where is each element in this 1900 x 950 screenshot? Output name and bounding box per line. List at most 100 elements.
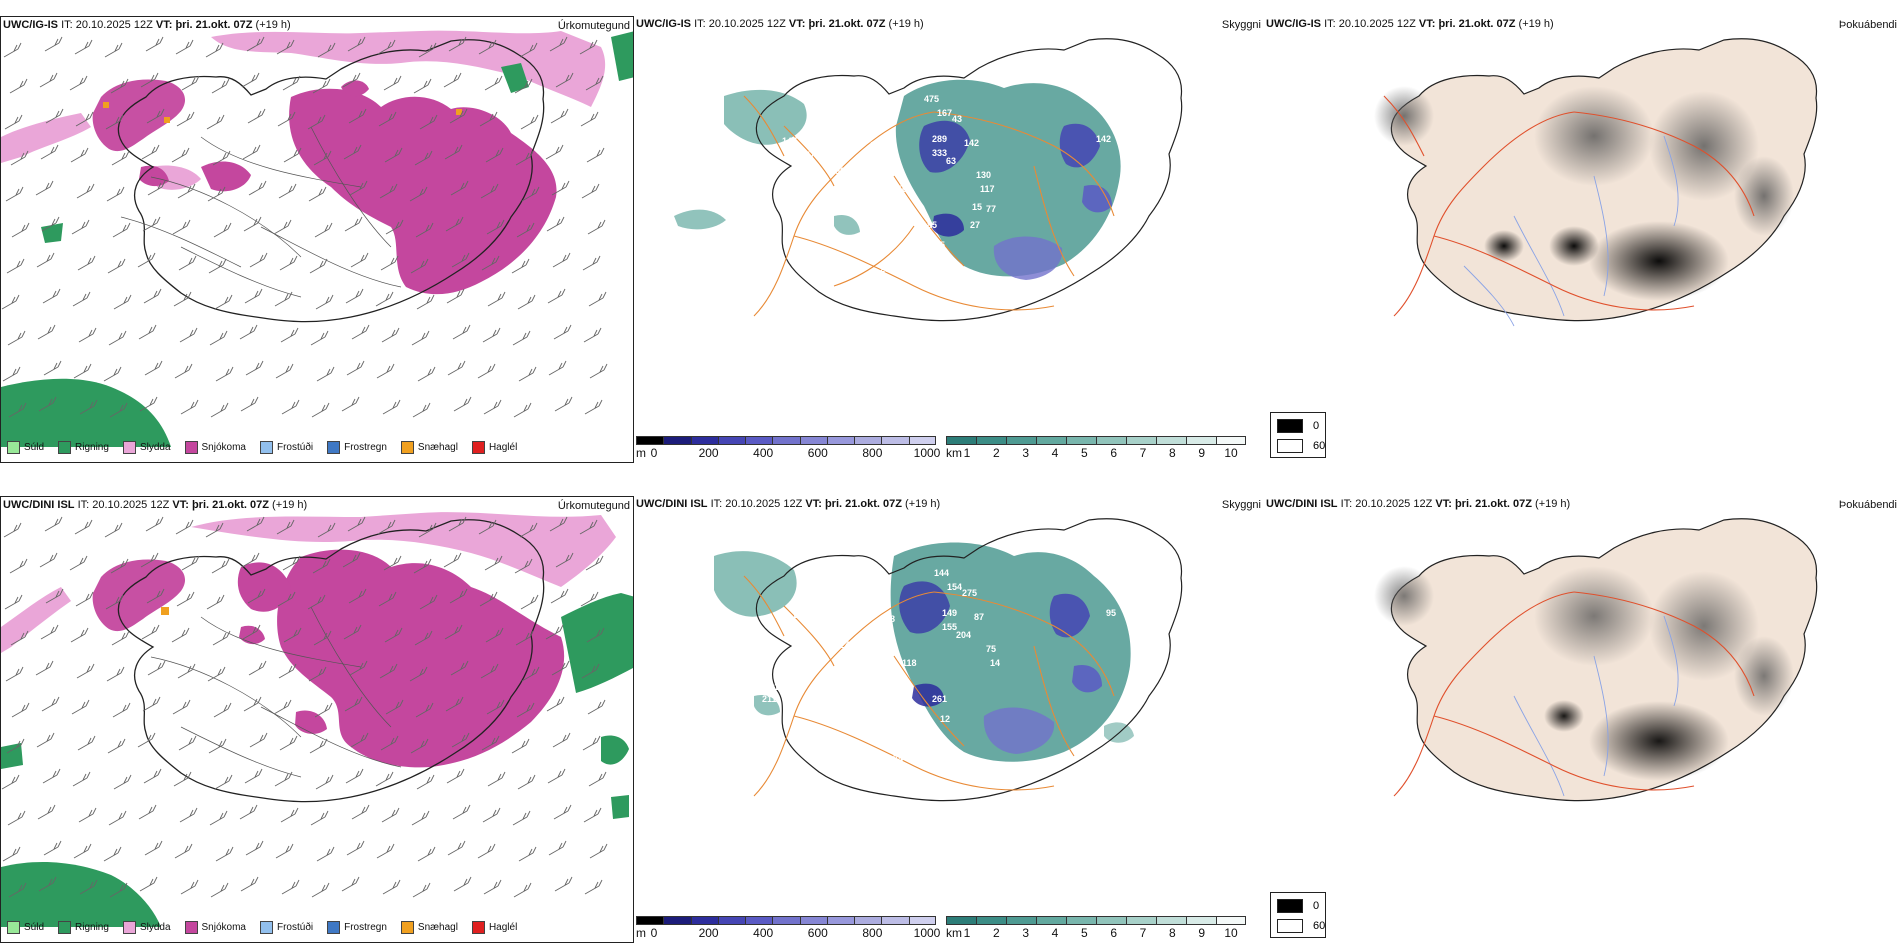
wind-barb (108, 330, 127, 346)
cloud-base-label: 89 (752, 220, 762, 230)
wind-barb (418, 522, 437, 538)
colorbar-segment (1006, 436, 1036, 445)
colorbar-tick-label: 9 (1198, 926, 1205, 940)
cloud-base-label: 238 (880, 614, 895, 624)
wind-barb (105, 594, 124, 610)
wind-barb (452, 324, 471, 340)
wind-barb (444, 624, 463, 640)
wind-barb (348, 108, 367, 124)
colorbar-segment (826, 916, 855, 925)
wind-barb (111, 150, 130, 166)
precip-legend-swatch (58, 441, 72, 454)
wind-barb (44, 516, 63, 532)
wind-barb (477, 843, 496, 859)
wind-barb (178, 255, 197, 271)
wind-barb (447, 360, 466, 376)
vt-label: VT: (788, 18, 806, 30)
wind-barb (415, 222, 434, 238)
wind-barb (314, 222, 333, 238)
wind-barb (70, 627, 89, 643)
wind-barb (283, 627, 302, 643)
wind-barb (545, 624, 564, 640)
model-name: UWC/IG-IS (3, 19, 58, 31)
cloud-base-label: 130 (976, 170, 991, 180)
wind-barb (382, 399, 401, 415)
wind-barb (482, 327, 501, 343)
colorbar-segment (854, 916, 882, 925)
cloud-base-label: 98 (820, 128, 830, 138)
cloud-base-label: 126 (812, 696, 827, 706)
wind-barb (145, 516, 164, 532)
wind-barb (583, 807, 602, 823)
wind-barb (344, 216, 363, 232)
wind-barb (212, 630, 231, 646)
wind-barb (347, 36, 366, 52)
cloud-base-label: 212 (836, 624, 851, 634)
wind-barb (450, 180, 469, 196)
colorbar-tick-label: 3 (1022, 926, 1029, 940)
wind-barb (180, 399, 199, 415)
wind-barb (246, 36, 265, 52)
colorbar-tick-label: 400 (753, 926, 774, 940)
lead-time: (+19 h) (888, 18, 924, 30)
colorbar-segment (1096, 916, 1126, 925)
cloud-base-label: 15 (972, 202, 982, 212)
wind-barb (41, 696, 60, 712)
wind-barb (316, 366, 335, 382)
wind-barb (413, 558, 432, 574)
vt-label: VT: (1418, 18, 1436, 30)
wind-barb (453, 396, 472, 412)
wind-barb (487, 291, 506, 307)
fog-legend-label: 60 (1313, 440, 1326, 452)
cloud-base-label: 13 (802, 222, 812, 232)
colorbar-segment (690, 916, 718, 925)
wind-barb (347, 516, 366, 532)
wind-barb (580, 591, 599, 607)
fog-legend-swatch (1277, 899, 1303, 913)
wind-barb (385, 699, 404, 715)
wind-barb (176, 111, 195, 127)
wind-barb (77, 255, 96, 271)
wind-barb (477, 363, 496, 379)
precip-type-panel-2: UWC/DINI ISL IT: 20.10.2025 12Z VT: þri.… (0, 496, 634, 943)
precip-legend-item: Frostúði (259, 441, 313, 454)
wind-barb (35, 180, 54, 196)
cloud-base-label: 129 (774, 682, 789, 692)
cloud-base-label: 550 (892, 184, 907, 194)
wind-barb (376, 843, 395, 859)
cloud-base-label: 275 (962, 588, 977, 598)
cloud-base-label: 174 (888, 754, 903, 764)
wind-barb (206, 114, 225, 130)
wind-barb (4, 594, 23, 610)
colorbar-segment (745, 436, 773, 445)
precip-legend-item: Rigning (58, 441, 109, 454)
vt-value: þri. 21.okt. 07Z (175, 19, 253, 31)
precip-legend-item: Frostúði (259, 921, 313, 934)
cloud-base-label: 117 (980, 184, 995, 194)
wind-barb (171, 627, 190, 643)
wind-barb (213, 702, 232, 718)
wind-barb (71, 699, 90, 715)
precip-legend: Súld Rigning Slydda Snjókoma Frostúði Frostre… (7, 441, 517, 454)
cloud-base-label: 184 (878, 240, 893, 250)
colorbar-segment (772, 916, 800, 925)
wind-barb (74, 39, 93, 55)
wind-barb (311, 402, 330, 418)
colorbar-tick-label: 10 (1224, 926, 1238, 940)
vt-label: VT: (1435, 498, 1452, 510)
fog-legend-label: 0 (1313, 900, 1320, 912)
wind-barb (241, 72, 260, 88)
wind-barb (279, 735, 298, 751)
wind-barb (486, 219, 505, 235)
wind-barb (549, 516, 568, 532)
wind-barb (512, 810, 531, 826)
colorbar-tick-label: 1 (963, 446, 971, 460)
cloud-base-label: 176 (872, 662, 887, 672)
wind-barb (11, 702, 30, 718)
wind-barb (308, 666, 327, 682)
colorbar-tick-label: 0 (650, 926, 658, 940)
fog-legend-item: 0 (1277, 899, 1319, 913)
wind-barb (74, 519, 93, 535)
wind-barb (453, 876, 472, 892)
